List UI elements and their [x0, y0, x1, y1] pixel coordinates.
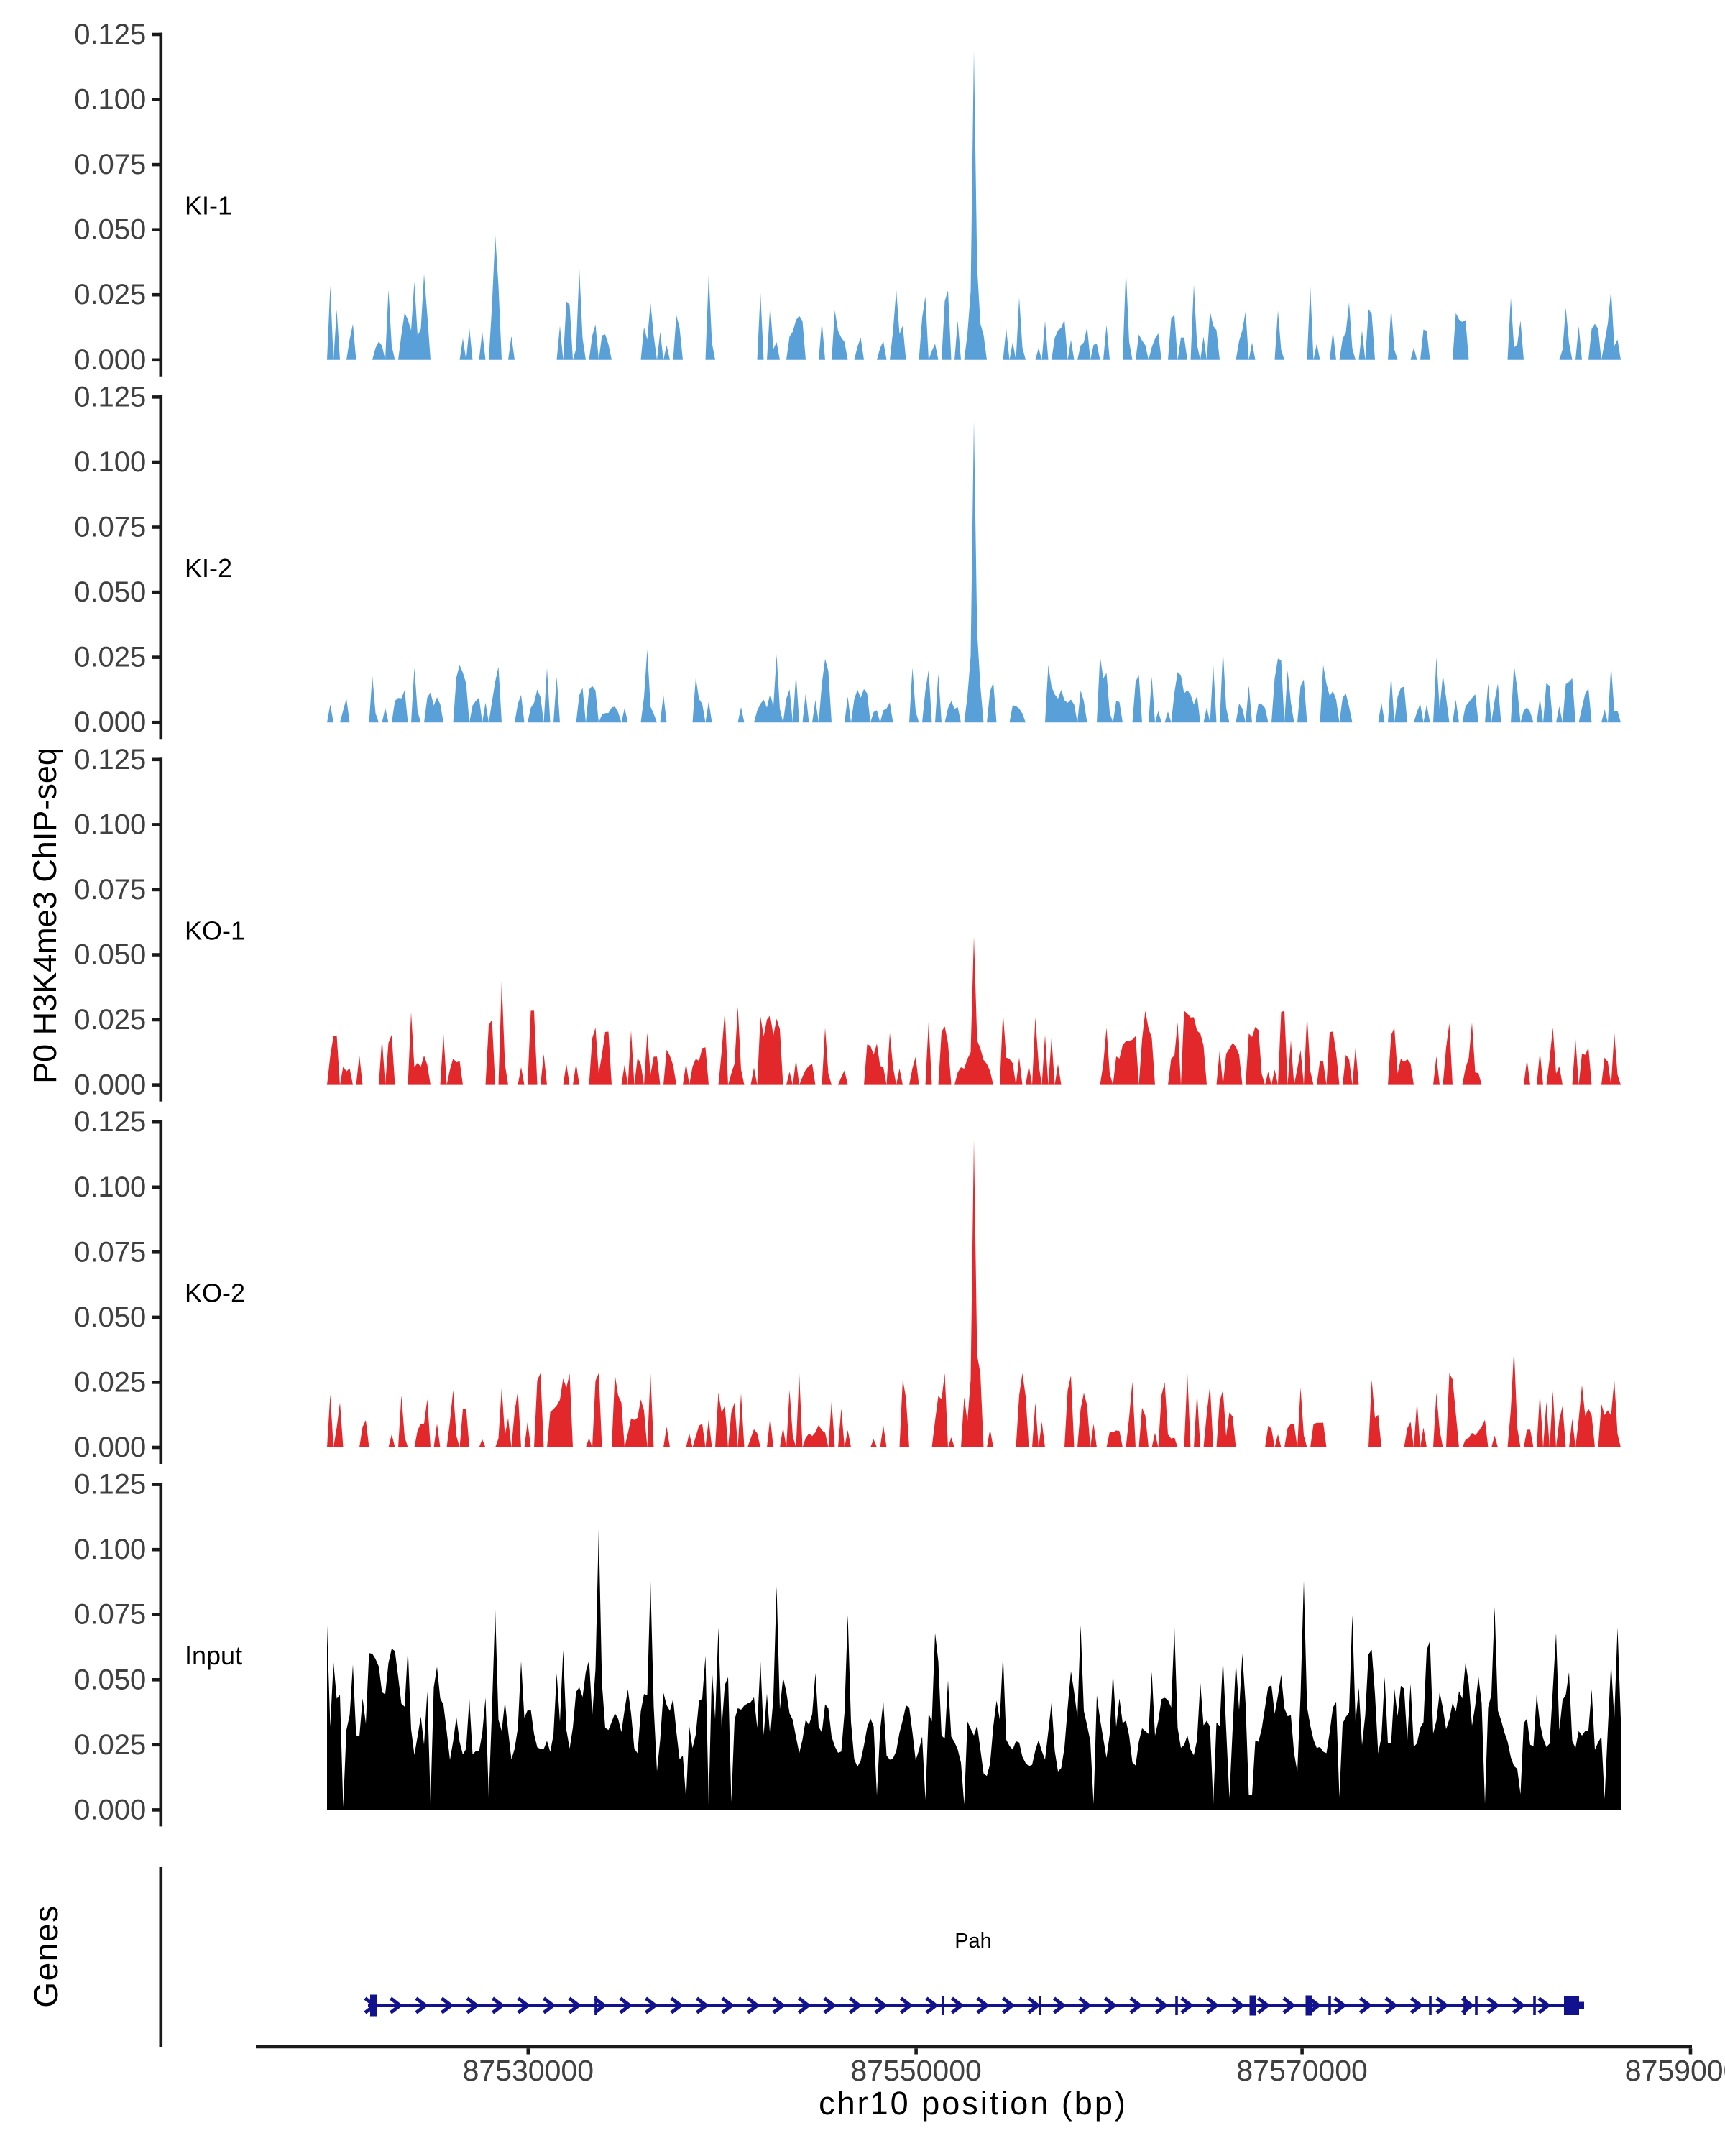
svg-text:KO-2: KO-2: [185, 1279, 245, 1308]
svg-text:0.100: 0.100: [74, 446, 146, 478]
svg-text:P0 H3K4me3 ChIP-seq: P0 H3K4me3 ChIP-seq: [27, 747, 63, 1084]
svg-text:0.025: 0.025: [74, 1366, 146, 1398]
svg-text:0.000: 0.000: [74, 1069, 146, 1101]
svg-text:0.000: 0.000: [74, 706, 146, 738]
svg-text:0.050: 0.050: [74, 939, 146, 971]
svg-text:KI-1: KI-1: [185, 191, 232, 221]
svg-text:0.050: 0.050: [74, 576, 146, 608]
svg-text:0.075: 0.075: [74, 874, 146, 906]
svg-text:87550000: 87550000: [850, 2054, 981, 2087]
svg-text:Input: Input: [185, 1641, 242, 1670]
svg-text:0.125: 0.125: [74, 19, 146, 50]
svg-text:0.075: 0.075: [74, 1236, 146, 1268]
svg-text:0.125: 0.125: [74, 381, 146, 413]
svg-text:0.000: 0.000: [74, 344, 146, 376]
svg-text:0.050: 0.050: [74, 1664, 146, 1695]
svg-text:Pah: Pah: [954, 1930, 992, 1953]
svg-text:chr10 position (bp): chr10 position (bp): [819, 2085, 1128, 2122]
svg-text:0.025: 0.025: [74, 1729, 146, 1761]
svg-text:0.075: 0.075: [74, 1599, 146, 1631]
svg-text:0.000: 0.000: [74, 1432, 146, 1463]
svg-text:0.000: 0.000: [74, 1794, 146, 1825]
svg-text:0.125: 0.125: [74, 1469, 146, 1501]
svg-text:0.100: 0.100: [74, 1171, 146, 1203]
svg-text:87590000: 87590000: [1625, 2054, 1725, 2087]
svg-text:0.025: 0.025: [74, 279, 146, 310]
svg-text:KO-1: KO-1: [185, 916, 245, 945]
svg-text:KI-2: KI-2: [185, 553, 232, 583]
svg-text:0.025: 0.025: [74, 1004, 146, 1036]
svg-text:0.125: 0.125: [74, 1106, 146, 1138]
svg-text:0.050: 0.050: [74, 214, 146, 246]
svg-text:0.125: 0.125: [74, 744, 146, 775]
svg-text:0.075: 0.075: [74, 512, 146, 543]
svg-text:87530000: 87530000: [463, 2054, 594, 2087]
svg-text:0.100: 0.100: [74, 84, 146, 116]
svg-text:0.100: 0.100: [74, 1534, 146, 1565]
svg-text:0.025: 0.025: [74, 642, 146, 673]
svg-text:87570000: 87570000: [1236, 2054, 1367, 2087]
svg-text:Genes: Genes: [27, 1904, 65, 2008]
svg-text:0.100: 0.100: [74, 808, 146, 840]
svg-text:0.050: 0.050: [74, 1302, 146, 1333]
svg-text:0.075: 0.075: [74, 149, 146, 180]
